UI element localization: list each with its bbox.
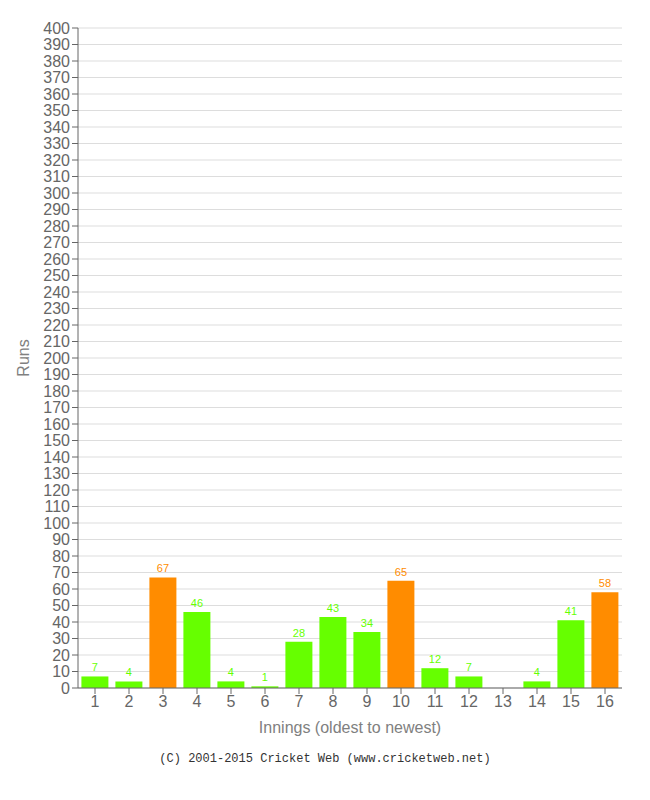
svg-text:360: 360 [43,86,70,103]
svg-text:110: 110 [44,498,70,515]
svg-text:43: 43 [327,602,339,614]
svg-text:190: 190 [43,366,70,383]
svg-text:0: 0 [61,680,70,697]
svg-text:260: 260 [43,251,70,268]
svg-text:34: 34 [361,617,373,629]
svg-text:160: 160 [43,416,70,433]
svg-text:230: 230 [43,300,70,317]
svg-text:400: 400 [43,20,70,37]
svg-text:Runs: Runs [15,339,32,376]
svg-text:60: 60 [52,581,70,598]
svg-text:140: 140 [43,449,70,466]
svg-text:30: 30 [52,630,70,647]
svg-text:12: 12 [429,653,441,665]
svg-text:41: 41 [565,605,577,617]
svg-text:130: 130 [43,465,70,482]
svg-text:14: 14 [528,693,546,710]
svg-text:300: 300 [43,185,70,202]
svg-text:90: 90 [52,531,70,548]
svg-text:320: 320 [43,152,70,169]
svg-text:270: 270 [43,234,70,251]
svg-text:390: 390 [43,36,70,53]
svg-text:12: 12 [460,693,478,710]
svg-text:8: 8 [329,693,338,710]
svg-text:15: 15 [562,693,580,710]
svg-text:150: 150 [43,432,70,449]
svg-text:380: 380 [43,53,70,70]
svg-text:50: 50 [52,597,70,614]
svg-text:3: 3 [159,693,168,710]
svg-text:6: 6 [261,693,270,710]
svg-text:120: 120 [43,482,70,499]
svg-text:200: 200 [43,350,70,367]
svg-text:220: 220 [43,317,70,334]
svg-text:70: 70 [52,564,70,581]
svg-text:46: 46 [191,597,203,609]
svg-text:9: 9 [363,693,372,710]
svg-text:7: 7 [92,661,98,673]
svg-text:330: 330 [43,135,70,152]
svg-text:180: 180 [43,383,70,400]
svg-text:16: 16 [596,693,614,710]
svg-text:40: 40 [52,614,70,631]
svg-text:4: 4 [534,666,540,678]
svg-text:1: 1 [91,693,100,710]
svg-text:13: 13 [494,693,512,710]
svg-text:4: 4 [126,666,132,678]
svg-text:10: 10 [52,663,70,680]
svg-text:350: 350 [43,102,70,119]
html-text:(C) 2001-2015 Cricket Web (www: (C) 2001-2015 Cricket Web (www.cricketwe… [159,752,491,766]
svg-text:67: 67 [157,562,169,574]
svg-text:210: 210 [43,333,70,350]
svg-text:Innings (oldest to newest): Innings (oldest to newest) [259,719,441,736]
svg-text:5: 5 [227,693,236,710]
svg-text:11: 11 [427,693,444,710]
svg-text:7: 7 [466,661,472,673]
svg-text:370: 370 [43,69,70,86]
svg-text:58: 58 [599,577,611,589]
svg-text:65: 65 [395,566,407,578]
svg-text:170: 170 [43,399,70,416]
svg-text:100: 100 [43,515,70,532]
svg-text:7: 7 [295,693,304,710]
svg-text:2: 2 [125,693,134,710]
svg-text:4: 4 [193,693,202,710]
svg-text:1: 1 [262,671,268,683]
svg-text:240: 240 [43,284,70,301]
svg-text:310: 310 [43,168,70,185]
svg-text:340: 340 [43,119,70,136]
svg-text:280: 280 [43,218,70,235]
svg-text:10: 10 [392,693,410,710]
svg-text:20: 20 [52,647,70,664]
svg-text:290: 290 [43,201,70,218]
svg-text:250: 250 [43,267,70,284]
svg-text:4: 4 [228,666,234,678]
svg-text:80: 80 [52,548,70,565]
svg-text:28: 28 [293,627,305,639]
